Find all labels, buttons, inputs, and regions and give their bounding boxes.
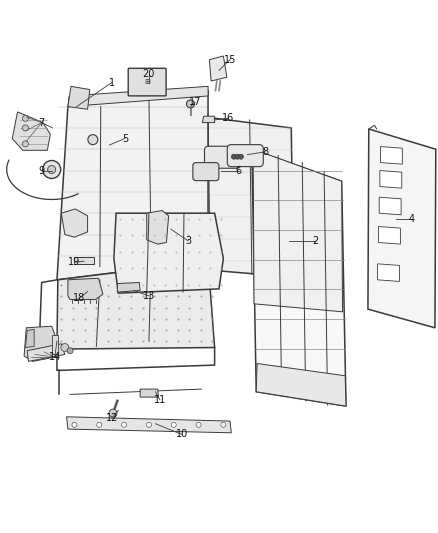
Circle shape [146,422,152,427]
Polygon shape [57,91,208,280]
Polygon shape [61,209,88,237]
FancyBboxPatch shape [205,146,240,168]
Text: 11: 11 [154,395,166,405]
Polygon shape [202,116,215,123]
Polygon shape [68,86,90,109]
Circle shape [22,125,28,131]
Text: 7: 7 [39,118,45,127]
Polygon shape [52,335,58,354]
Circle shape [88,135,98,144]
Text: 3: 3 [185,236,191,246]
Polygon shape [380,171,402,188]
Polygon shape [57,261,215,349]
Text: ⊞: ⊞ [144,79,150,85]
Circle shape [196,422,201,427]
Polygon shape [114,213,223,293]
Circle shape [235,154,240,159]
Circle shape [221,422,226,427]
Polygon shape [67,417,231,433]
Circle shape [67,348,73,354]
Text: 13: 13 [143,291,155,301]
Polygon shape [140,389,159,397]
Text: 5: 5 [122,134,128,143]
Text: 2: 2 [312,236,318,246]
Circle shape [42,160,61,179]
Polygon shape [378,264,399,281]
Polygon shape [24,326,57,361]
Polygon shape [378,227,400,244]
Text: 1: 1 [109,78,115,87]
Text: 8: 8 [262,147,268,157]
Text: 19: 19 [68,257,81,267]
Circle shape [122,422,127,427]
Circle shape [72,422,77,427]
Polygon shape [164,112,293,277]
Circle shape [109,409,117,417]
Text: 15: 15 [224,55,236,64]
Text: 9: 9 [39,166,45,175]
FancyBboxPatch shape [227,144,263,167]
Text: 12: 12 [106,414,118,423]
Polygon shape [209,56,227,81]
Polygon shape [117,282,140,292]
Text: 10: 10 [176,430,188,439]
Text: 14: 14 [49,352,61,362]
Text: 4: 4 [409,214,415,223]
Polygon shape [27,344,65,361]
Circle shape [171,422,176,427]
Circle shape [97,422,102,427]
Polygon shape [74,257,94,264]
Text: 20: 20 [143,69,155,78]
Polygon shape [147,211,169,244]
Text: 17: 17 [189,98,201,107]
Polygon shape [25,329,34,348]
Polygon shape [253,149,343,312]
Circle shape [187,100,194,108]
Polygon shape [381,147,403,164]
Circle shape [61,343,69,352]
Text: 6: 6 [236,166,242,175]
Circle shape [231,154,237,159]
Text: 18: 18 [73,294,85,303]
Polygon shape [68,86,208,107]
Polygon shape [252,149,346,406]
Polygon shape [379,197,401,215]
Circle shape [22,115,28,122]
Polygon shape [68,278,103,300]
Circle shape [48,165,56,174]
Text: 16: 16 [222,114,234,123]
Polygon shape [256,364,346,406]
Polygon shape [368,129,436,328]
FancyBboxPatch shape [128,68,166,96]
Polygon shape [12,112,50,150]
Circle shape [238,154,244,159]
FancyBboxPatch shape [193,163,219,181]
Circle shape [22,141,28,147]
